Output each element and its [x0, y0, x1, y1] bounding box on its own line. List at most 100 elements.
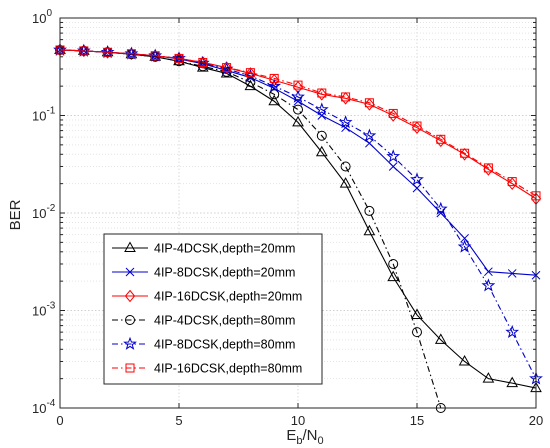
data-point: [434, 333, 447, 344]
data-point: [340, 161, 351, 172]
data-point: [293, 104, 303, 115]
data-point: [222, 63, 232, 73]
data-point: [316, 130, 327, 141]
x-tick-label: 10: [291, 413, 305, 428]
data-point: [314, 102, 329, 116]
data-point: [506, 376, 519, 388]
y-tick-labels: 10-4 10-3 10-2 10-1 100: [32, 8, 56, 416]
data-point: [339, 177, 352, 188]
series-line: [59, 49, 537, 379]
x-tick-label: 5: [175, 413, 182, 428]
data-point: [484, 267, 493, 277]
data-point: [103, 47, 113, 57]
legend-label: 4IP-8DCSK,depth=80mm: [154, 338, 295, 352]
data-point: [460, 148, 470, 158]
data-point: [317, 88, 327, 98]
data-point: [435, 134, 446, 148]
data-point: [507, 269, 517, 278]
y-tick-label: 10-3: [32, 301, 56, 319]
data-point: [198, 57, 208, 67]
data-point: [245, 68, 255, 78]
data-point: [126, 49, 136, 59]
data-point: [388, 258, 399, 269]
data-point: [505, 324, 520, 338]
legend-marker: [123, 336, 137, 350]
legend-label: 4IP-4DCSK,depth=80mm: [154, 314, 295, 328]
legend-marker: [125, 267, 135, 277]
data-point: [221, 61, 232, 74]
legend-marker: [124, 241, 136, 252]
data-point: [412, 183, 422, 193]
data-point: [268, 94, 281, 106]
data-point: [315, 145, 328, 157]
data-point: [197, 56, 208, 69]
data-point: [411, 308, 423, 319]
data-point: [459, 148, 470, 161]
x-tick-label: 20: [529, 413, 543, 428]
data-point: [292, 80, 304, 94]
legend-marker: [124, 289, 136, 303]
data-point: [388, 162, 398, 171]
x-tick-label: 0: [56, 413, 63, 428]
data-point: [412, 121, 422, 131]
data-point: [388, 108, 398, 118]
x-tick-labels: 0 5 10 15 20: [56, 413, 543, 428]
legend-box: [103, 233, 323, 385]
data-point: [481, 278, 496, 292]
y-tick-label: 10-4: [32, 398, 56, 416]
legend: 4IP-4DCSK,depth=20mm 4IP-8DCSK,depth=20mm…: [103, 233, 323, 385]
data-point: [482, 372, 495, 383]
data-point: [150, 51, 160, 61]
data-point: [267, 78, 282, 93]
data-point: [269, 89, 280, 100]
data-point: [364, 205, 375, 216]
y-tick-label: 10-2: [32, 203, 56, 221]
legend-label: 4IP-16DCSK,depth=80mm: [154, 362, 302, 376]
data-point: [411, 121, 423, 134]
data-point: [457, 239, 472, 253]
data-point: [269, 73, 279, 83]
legend-entry: 4IP-4DCSK,depth=20mm: [112, 241, 295, 256]
data-point: [387, 270, 400, 282]
data-point: [293, 80, 303, 90]
data-point: [386, 149, 401, 163]
data-point: [316, 88, 327, 101]
legend-entry: 4IP-4DCSK,depth=80mm: [112, 314, 295, 328]
legend-entry: 4IP-8DCSK,depth=80mm: [112, 336, 295, 352]
data-point: [292, 115, 304, 127]
data-point: [507, 177, 517, 187]
data-point: [410, 172, 424, 186]
data-point: [460, 233, 469, 243]
legend-entry: 4IP-16DCSK,depth=80mm: [112, 362, 302, 376]
data-point: [507, 177, 518, 190]
legend-entry: 4IP-8DCSK,depth=20mm: [112, 266, 295, 280]
y-tick-label: 100: [32, 8, 52, 26]
data-point: [363, 224, 376, 236]
data-point: [174, 53, 184, 63]
legend-label: 4IP-16DCSK,depth=20mm: [154, 290, 302, 304]
data-point: [433, 201, 448, 215]
y-tick-label: 10-1: [32, 106, 56, 124]
data-point: [483, 163, 493, 173]
data-point: [412, 327, 422, 338]
axis-ticks: [59, 18, 537, 409]
legend-marker: [125, 315, 135, 325]
data-point: [338, 115, 353, 129]
legend-label: 4IP-8DCSK,depth=20mm: [154, 266, 295, 280]
data-point: [388, 109, 399, 122]
data-point: [79, 46, 89, 56]
legend-marker: [125, 363, 135, 373]
data-point: [362, 128, 377, 142]
data-point: [483, 163, 494, 176]
legend-label: 4IP-4DCSK,depth=20mm: [154, 242, 295, 256]
data-point: [244, 79, 257, 91]
series-line: [59, 49, 537, 200]
data-point: [364, 98, 374, 108]
legend-entry: 4IP-16DCSK,depth=20mm: [112, 290, 302, 304]
x-tick-label: 15: [410, 413, 424, 428]
data-point: [245, 77, 256, 88]
y-axis-title: BER: [7, 199, 24, 230]
data-point: [436, 134, 446, 144]
data-point: [341, 92, 351, 102]
